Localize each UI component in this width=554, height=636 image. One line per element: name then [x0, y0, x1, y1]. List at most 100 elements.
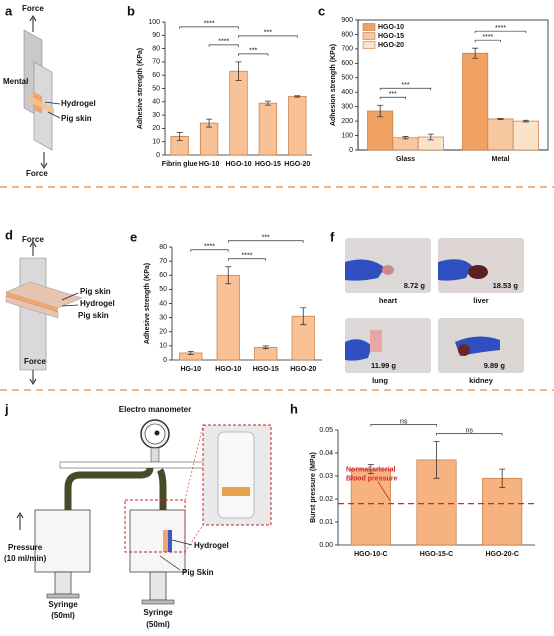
y-tick-label: 0.01: [319, 519, 333, 526]
error-bar: [294, 95, 301, 98]
significance-bracket: [227, 240, 304, 243]
y-tick-label: 20: [152, 125, 160, 132]
organ-name: kidney: [469, 376, 494, 385]
panel-letter: j: [4, 401, 9, 416]
bar: [392, 137, 419, 151]
x-tick-label: HGO-20-C: [485, 551, 518, 558]
x-tick-label: HGO-10: [215, 366, 241, 373]
legend-label: HGO-15: [378, 33, 404, 40]
legend-swatch: [362, 32, 376, 40]
y-tick-label: 0: [163, 357, 167, 364]
y-tick-label: 0: [349, 147, 353, 154]
diagram-label: Hydrogel: [80, 299, 115, 308]
y-axis-label: Adhesion strength (KPa): [330, 44, 337, 126]
significance-label: ****: [218, 39, 229, 46]
diagram-j: [16, 419, 272, 605]
x-tick-label: Glass: [396, 156, 415, 163]
significance-label: ns: [400, 418, 408, 425]
y-tick-label: 0.03: [319, 473, 333, 480]
y-tick-label: 700: [341, 46, 353, 53]
y-tick-label: 100: [148, 19, 160, 26]
y-axis-label: Adhesive strength (KPa): [137, 48, 144, 129]
panel-letter: a: [5, 3, 13, 18]
significance-bracket: [379, 87, 432, 91]
diagram-label: (50ml): [51, 611, 75, 620]
organ-name: liver: [473, 296, 489, 305]
y-tick-label: 70: [159, 258, 167, 265]
panel-letter: f: [330, 229, 335, 244]
legend-label: HGO-10: [378, 24, 404, 31]
diagram-label: Pressure: [8, 543, 43, 552]
organ-weight: 11.99 g: [371, 361, 396, 370]
bar: [350, 468, 391, 546]
significance-bracket: [238, 35, 298, 38]
error-bar: [262, 345, 269, 350]
error-bar: [433, 441, 440, 479]
organ-weight: 18.53 g: [493, 281, 519, 290]
significance-bracket: [227, 258, 267, 261]
diagram-label: Force: [22, 4, 44, 13]
organ-weight: 8.72 g: [404, 281, 426, 290]
significance-bracket: [474, 30, 527, 34]
x-tick-label: Metal: [492, 156, 510, 163]
error-bar: [472, 47, 479, 59]
diagram-label: Force: [24, 357, 46, 366]
organ-weight: 9.89 g: [484, 361, 506, 370]
organ-photos: [345, 238, 524, 373]
organ-name: lung: [372, 376, 388, 385]
bar: [462, 52, 489, 151]
diagram-label: Force: [22, 235, 44, 244]
y-tick-label: 0.02: [319, 496, 333, 503]
bar: [254, 346, 278, 361]
y-tick-label: 0: [156, 152, 160, 159]
y-tick-label: 40: [159, 300, 167, 307]
x-tick-label: HGO-15-C: [420, 551, 453, 558]
y-tick-label: 50: [152, 85, 160, 92]
error-bar: [497, 117, 504, 120]
significance-label: ***: [264, 30, 272, 37]
y-tick-label: 0.04: [319, 450, 333, 457]
y-tick-label: 90: [152, 32, 160, 39]
error-bar: [176, 131, 183, 141]
panel-letter: e: [130, 229, 137, 244]
y-tick-label: 600: [341, 60, 353, 67]
diagram-label: Force: [26, 169, 48, 178]
significance-label: ****: [482, 34, 493, 41]
y-tick-label: 40: [152, 99, 160, 106]
bar: [258, 102, 278, 156]
diagram-label: Pig skin: [80, 287, 111, 296]
significance-bracket: [436, 433, 503, 436]
bar: [216, 274, 240, 361]
y-tick-label: 500: [341, 75, 353, 82]
significance-bracket: [379, 96, 406, 100]
diagram-a: [23, 15, 61, 169]
significance-bracket: [370, 424, 437, 427]
significance-label: ***: [389, 91, 397, 98]
x-tick-label: HGO-10: [225, 161, 251, 168]
significance-bracket: [238, 53, 269, 56]
y-tick-label: 300: [341, 104, 353, 111]
significance-label: ns: [466, 427, 474, 434]
error-bar: [187, 351, 194, 355]
diagram-label: Syringe: [48, 600, 78, 609]
diagram-label: Hydrogel: [61, 99, 96, 108]
y-tick-label: 70: [152, 59, 160, 66]
organ-name: heart: [379, 296, 398, 305]
error-bar: [367, 464, 374, 475]
error-bar: [522, 119, 529, 123]
y-tick-label: 20: [159, 329, 167, 336]
bar: [199, 122, 219, 156]
x-tick-label: HGO-20: [284, 161, 310, 168]
error-bar: [499, 468, 506, 488]
legend-swatch: [362, 23, 376, 31]
x-tick-label: HG-10: [199, 161, 220, 168]
diagram-label: Pig skin: [78, 311, 109, 320]
significance-bracket: [208, 44, 239, 47]
legend-swatch: [362, 41, 376, 49]
bar: [512, 120, 539, 151]
x-tick-label: HGO-15: [255, 161, 281, 168]
legend-label: HGO-20: [378, 42, 404, 49]
significance-label: ****: [242, 253, 253, 260]
significance-bracket: [179, 26, 239, 29]
significance-bracket: [474, 39, 501, 43]
